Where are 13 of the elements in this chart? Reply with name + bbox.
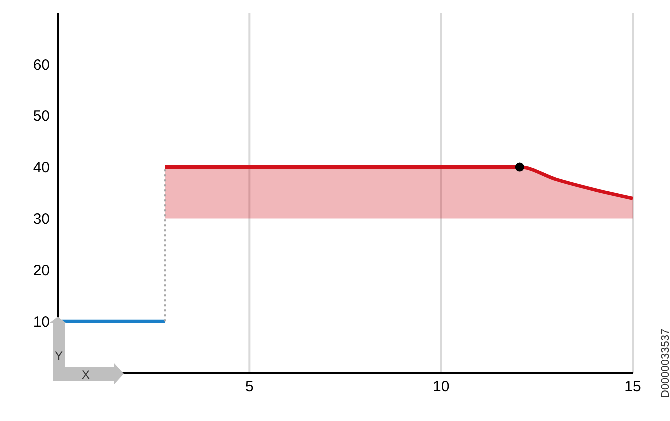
- y-tick-label: 50: [33, 108, 50, 126]
- y-tick-label: 10: [33, 314, 50, 331]
- axes-icon: Y X: [50, 317, 126, 387]
- x-tick-label: 15: [624, 378, 642, 396]
- y-tick-label: 60: [33, 56, 50, 74]
- text: D0000033537: [660, 328, 670, 398]
- y-tick-label: 40: [33, 160, 50, 177]
- y-tick-label: 20: [33, 262, 50, 280]
- y-tick-label: 30: [33, 211, 50, 228]
- x-tick-label: 5: [245, 378, 254, 396]
- x-tick-label: 10: [432, 378, 450, 396]
- y-axis-title: Y: [54, 349, 64, 363]
- x-axis-title: X: [82, 368, 90, 382]
